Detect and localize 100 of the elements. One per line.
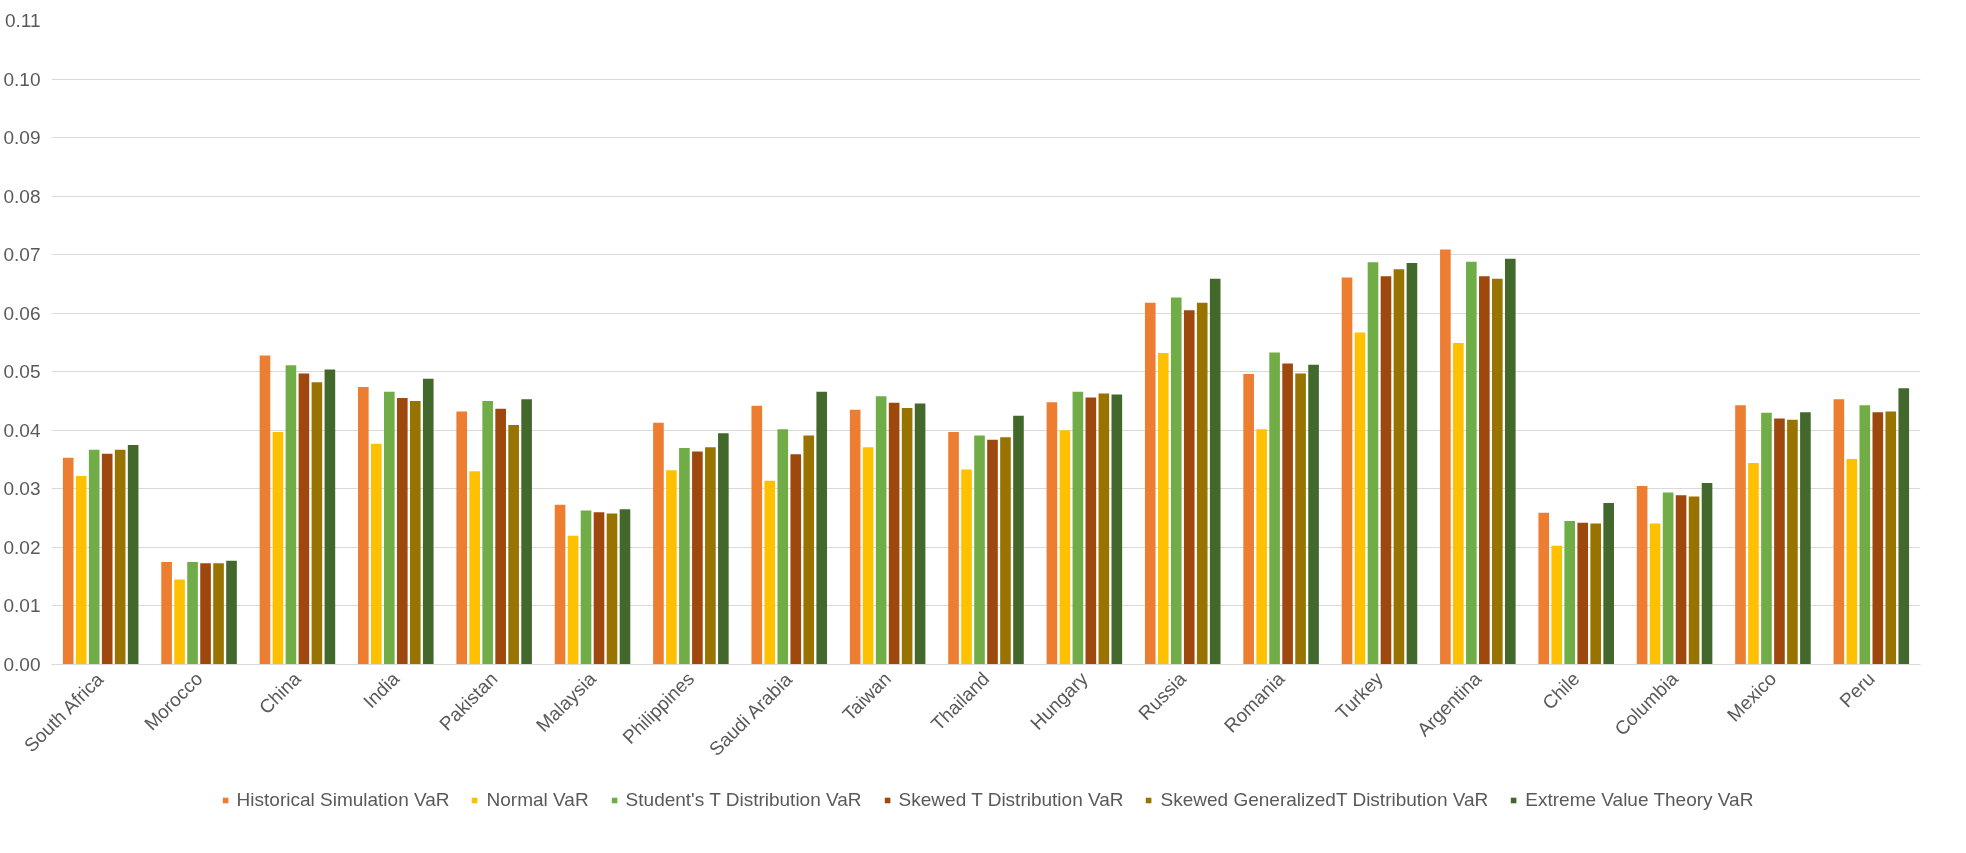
bar: [1701, 483, 1713, 665]
bar: [1308, 364, 1319, 665]
bar: [914, 403, 926, 665]
bar: [1859, 405, 1871, 665]
bar: [580, 510, 592, 665]
bar: [114, 449, 126, 665]
bar: [409, 401, 421, 665]
legend-label: Skewed T Distribution VaR: [898, 789, 1124, 811]
bar: [1393, 269, 1405, 665]
bar: [508, 425, 519, 665]
bar: [174, 579, 185, 665]
bar: [1735, 405, 1746, 665]
bar: [1577, 522, 1589, 665]
bar: [1098, 393, 1110, 665]
bar: [777, 429, 789, 665]
bar: [1603, 502, 1614, 665]
bar: [1256, 429, 1267, 665]
bar: [593, 512, 605, 665]
bar: [495, 408, 506, 665]
bar: [311, 382, 323, 665]
bar: [1367, 262, 1379, 665]
y-tick-label: 0.08: [3, 185, 41, 207]
bar: [1787, 419, 1798, 665]
bar: [948, 432, 959, 665]
y-tick-label: 0.09: [3, 127, 41, 149]
bar: [1085, 397, 1097, 665]
bar: [422, 378, 434, 665]
bar: [1157, 353, 1169, 665]
bar: [127, 444, 139, 665]
bar: [469, 471, 480, 665]
bar: [1000, 437, 1011, 665]
bar: [1492, 278, 1503, 665]
bar: [1551, 545, 1563, 665]
bar: [790, 454, 802, 665]
legend-label: Extreme Value Theory VaR: [1525, 789, 1754, 811]
bar: [1800, 412, 1811, 665]
bar: [1833, 399, 1845, 665]
y-tick-label: 0.01: [3, 595, 41, 617]
bar: [161, 562, 172, 665]
bar: [803, 435, 815, 665]
bar: [987, 439, 998, 665]
bar: [1466, 261, 1477, 665]
bar: [974, 435, 985, 665]
bar: [1662, 492, 1674, 665]
bar: [187, 562, 198, 665]
bar: [1046, 402, 1058, 665]
bar: [358, 386, 369, 665]
bar: [849, 409, 861, 665]
bar: [1196, 302, 1208, 665]
bar: [1209, 278, 1221, 665]
bar: [371, 443, 382, 665]
bar: [1243, 374, 1254, 665]
bar: [1885, 411, 1897, 665]
bar: [1183, 310, 1195, 665]
bar: [606, 513, 618, 665]
bar: [62, 457, 74, 665]
bar: [875, 396, 887, 665]
bar: [1170, 297, 1182, 665]
bar: [1761, 412, 1772, 665]
bar: [396, 398, 408, 665]
bar: [383, 391, 395, 665]
bar: [1636, 485, 1648, 665]
legend-label: Student's T Distribution VaR: [625, 789, 862, 811]
bar: [1282, 363, 1293, 665]
bar: [1453, 343, 1464, 665]
bar: [1538, 512, 1550, 665]
bar: [213, 563, 224, 665]
bar: [75, 475, 87, 665]
bar: [679, 447, 690, 665]
legend-label: Normal VaR: [486, 789, 589, 811]
bar: [1111, 394, 1123, 665]
bar: [101, 453, 113, 665]
bar: [653, 422, 664, 665]
bar: [567, 535, 579, 665]
bar: [1406, 262, 1418, 665]
bar: [1354, 332, 1366, 665]
bar: [718, 433, 729, 665]
bar: [1440, 249, 1451, 665]
bar: [298, 373, 310, 665]
bar: [482, 401, 493, 665]
bar: [1380, 276, 1392, 665]
bar: [1013, 415, 1024, 665]
legend-label: Historical Simulation VaR: [236, 789, 450, 811]
y-tick-label: 0.07: [3, 244, 41, 266]
bar: [1295, 373, 1306, 665]
bar: [862, 447, 874, 665]
bar: [1059, 430, 1071, 665]
bar: [1590, 523, 1601, 665]
bar: [1649, 523, 1661, 665]
y-tick-label: 0.03: [3, 478, 41, 500]
y-tick-label: 0.06: [3, 302, 41, 324]
bar: [692, 451, 703, 665]
bar: [1072, 391, 1084, 665]
bar: [619, 509, 631, 665]
bar: [200, 563, 211, 665]
y-tick-label: 0.00: [3, 654, 41, 675]
bar: [1898, 388, 1910, 665]
bar: [961, 469, 972, 665]
bar: [666, 470, 677, 665]
bar: [705, 447, 716, 665]
